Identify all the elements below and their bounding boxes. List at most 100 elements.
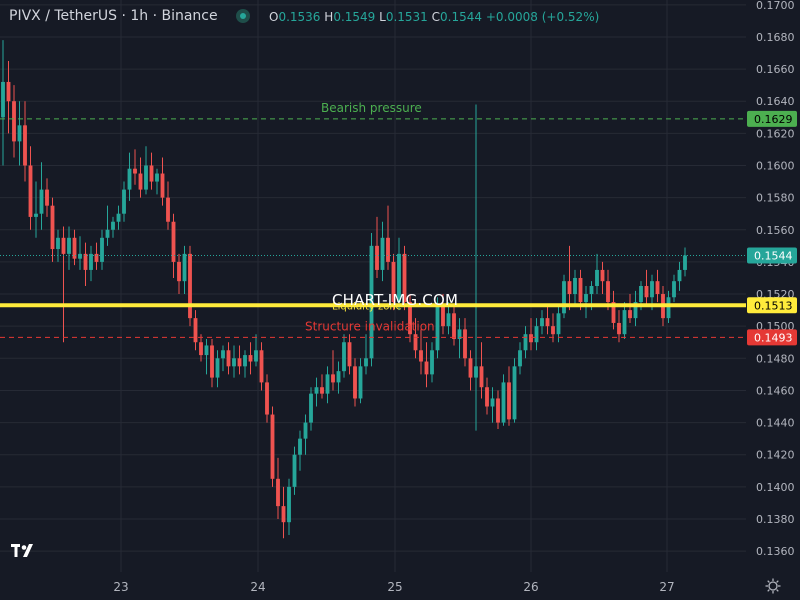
candle-body bbox=[314, 387, 319, 394]
candle-body bbox=[17, 125, 22, 142]
price-axis[interactable]: 0.1700 0.1680 0.1660 0.1640 0.1620 0.1600 0.15… bbox=[756, 0, 795, 558]
candle-body bbox=[155, 173, 159, 182]
candle bbox=[573, 269, 577, 307]
market-status-icon[interactable] bbox=[236, 9, 250, 23]
candle bbox=[595, 253, 599, 295]
candle bbox=[23, 101, 27, 182]
candle bbox=[83, 242, 88, 286]
candle bbox=[193, 310, 198, 351]
candle-body bbox=[600, 269, 605, 282]
candle bbox=[413, 318, 418, 359]
candle-body bbox=[160, 173, 165, 198]
chart-grid bbox=[0, 0, 746, 572]
level-bearish-pressure[interactable]: Bearish pressure bbox=[0, 101, 746, 120]
candle-body bbox=[611, 302, 616, 323]
candle-body bbox=[182, 253, 187, 282]
candle bbox=[540, 310, 544, 335]
candle bbox=[28, 146, 33, 230]
candle bbox=[281, 486, 286, 539]
candle-body bbox=[628, 310, 632, 319]
candle bbox=[237, 345, 242, 375]
candle bbox=[622, 302, 627, 340]
candle bbox=[358, 358, 363, 404]
candle bbox=[45, 178, 49, 217]
candle bbox=[210, 339, 214, 388]
candle-body bbox=[6, 81, 11, 102]
candle-body bbox=[364, 358, 368, 367]
settings-gear-icon[interactable] bbox=[765, 578, 781, 594]
candle bbox=[188, 245, 192, 327]
candle-body bbox=[39, 189, 44, 214]
candle bbox=[204, 339, 209, 375]
candle-body bbox=[309, 393, 313, 423]
candle bbox=[485, 377, 489, 415]
candle-body bbox=[116, 213, 121, 222]
candle bbox=[116, 205, 121, 230]
candle bbox=[149, 152, 154, 190]
candle bbox=[457, 318, 462, 359]
ohlc-high: 0.1549 bbox=[333, 10, 376, 24]
level-structure-invalidation[interactable]: Structure invalidation bbox=[0, 319, 746, 338]
candle-body bbox=[562, 281, 566, 314]
candle-body bbox=[171, 221, 176, 262]
candle-body bbox=[424, 361, 429, 375]
ohlc-readout: O0.1536 H0.1549 L0.1531 C0.1544 +0.0008 … bbox=[269, 10, 599, 24]
candle bbox=[468, 350, 473, 391]
time-axis[interactable]: 23 24 25 26 27 bbox=[113, 580, 674, 594]
level-liquidity-zone[interactable]: Liquidity zone bbox=[0, 301, 746, 312]
candle bbox=[6, 61, 11, 134]
ohlc-close-label: C bbox=[431, 10, 441, 24]
candle bbox=[435, 297, 440, 359]
price-badges: 0.1629 0.1544 0.1513 0.1493 bbox=[747, 110, 797, 346]
candle bbox=[474, 104, 478, 431]
candle bbox=[375, 216, 379, 278]
candle-body bbox=[100, 237, 104, 262]
candle-body bbox=[61, 237, 66, 254]
candle-body bbox=[622, 310, 627, 335]
y-tick-label: 0.1420 bbox=[756, 449, 795, 462]
y-tick-label: 0.1680 bbox=[756, 31, 795, 44]
candle-body bbox=[243, 355, 247, 367]
candle bbox=[490, 387, 495, 423]
candle-body bbox=[358, 366, 363, 399]
candle bbox=[479, 342, 484, 399]
ohlc-low-label: L bbox=[379, 10, 386, 24]
candle-body bbox=[457, 329, 462, 340]
candle bbox=[325, 366, 330, 404]
candle bbox=[61, 226, 66, 343]
candle bbox=[386, 205, 390, 270]
candle bbox=[644, 269, 649, 307]
y-tick-label: 0.1560 bbox=[756, 224, 795, 237]
candle-body bbox=[336, 371, 341, 383]
candle-body bbox=[94, 253, 99, 262]
x-tick-label: 24 bbox=[250, 580, 265, 594]
candle-body bbox=[474, 366, 478, 378]
candle-body bbox=[254, 350, 258, 362]
candle-body bbox=[463, 329, 467, 359]
candle bbox=[309, 387, 313, 431]
candle-body bbox=[105, 229, 110, 238]
candle bbox=[336, 361, 341, 394]
symbol-title[interactable]: PIVX / TetherUS · 1h · Binance bbox=[9, 8, 218, 24]
candle bbox=[633, 290, 638, 327]
candle-body bbox=[78, 253, 82, 259]
candle-body bbox=[435, 306, 440, 351]
candle bbox=[534, 318, 539, 351]
candle bbox=[562, 274, 566, 319]
candle-body bbox=[584, 294, 588, 303]
candle bbox=[89, 245, 93, 282]
candle-body bbox=[545, 318, 550, 327]
level-label: Bearish pressure bbox=[321, 101, 422, 115]
candle bbox=[342, 334, 346, 378]
candle bbox=[127, 152, 132, 201]
candle-body bbox=[485, 387, 489, 407]
candle bbox=[100, 229, 104, 270]
candle-body bbox=[56, 237, 60, 250]
candle-body bbox=[540, 318, 544, 327]
candle bbox=[133, 149, 137, 185]
tradingview-logo-icon[interactable] bbox=[10, 541, 38, 559]
candle bbox=[226, 342, 231, 375]
candle bbox=[144, 146, 148, 195]
candle-body bbox=[303, 422, 308, 439]
